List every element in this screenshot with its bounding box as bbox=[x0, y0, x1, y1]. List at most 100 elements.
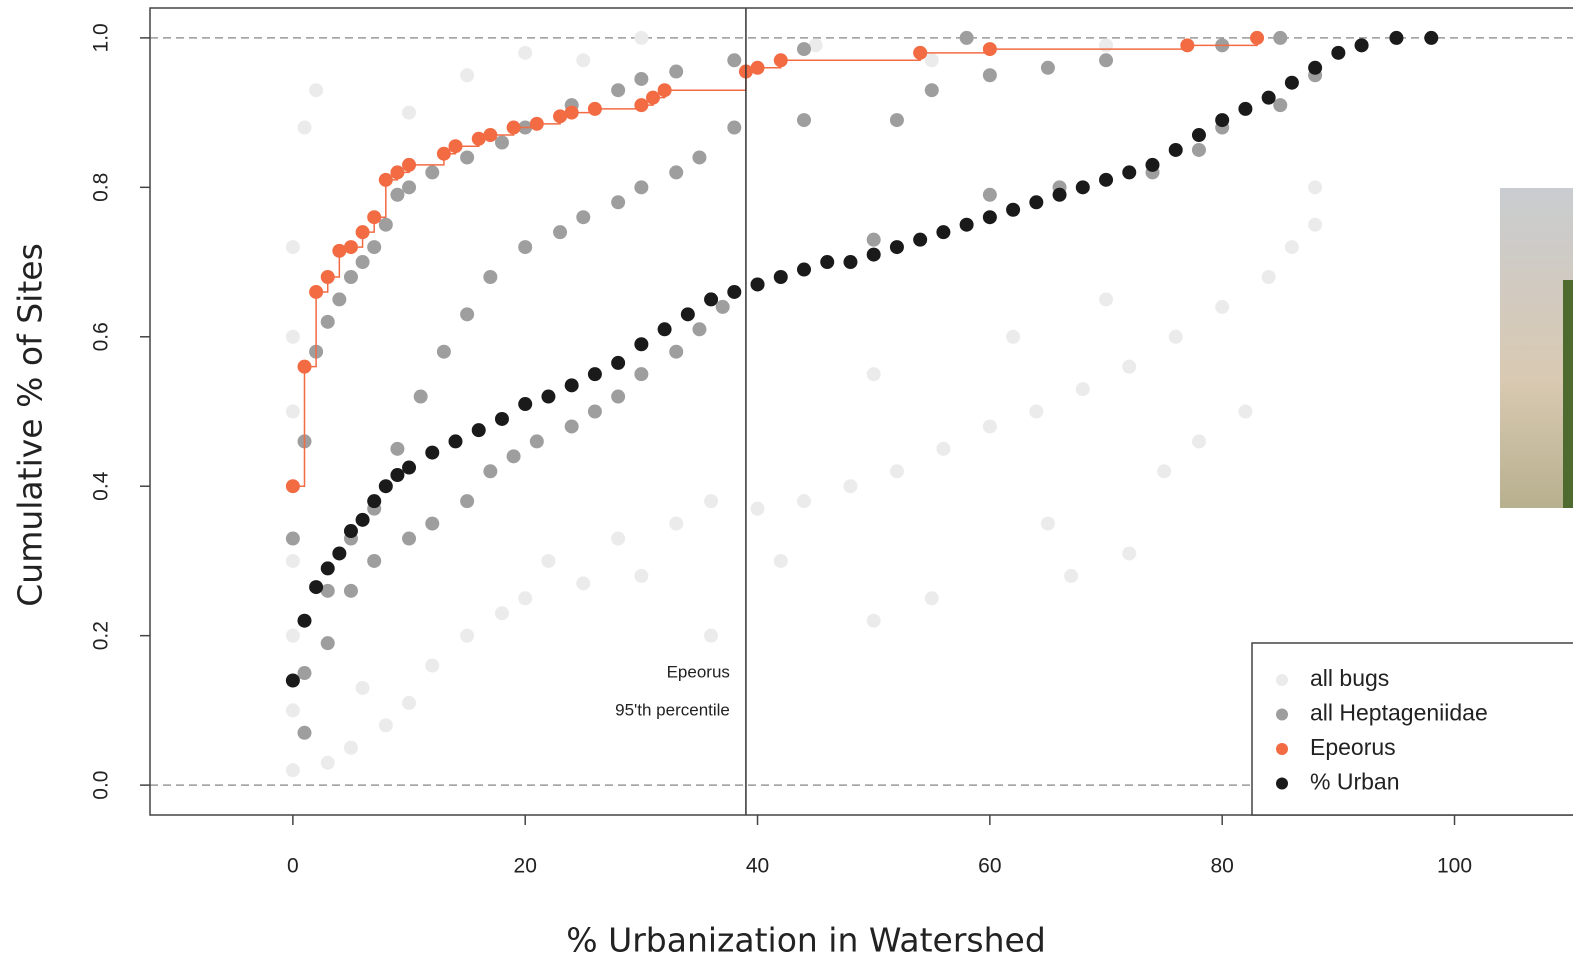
point bbox=[1064, 568, 1079, 583]
point bbox=[657, 83, 672, 98]
point bbox=[518, 397, 533, 412]
point bbox=[285, 479, 300, 494]
legend-marker bbox=[1276, 674, 1288, 686]
point bbox=[750, 60, 765, 75]
point bbox=[843, 479, 858, 494]
point bbox=[959, 217, 974, 232]
point bbox=[924, 83, 939, 98]
point bbox=[285, 531, 300, 546]
point bbox=[285, 673, 300, 688]
point bbox=[402, 460, 417, 475]
point bbox=[448, 139, 463, 154]
point bbox=[1191, 434, 1206, 449]
point bbox=[727, 53, 742, 68]
point bbox=[634, 71, 649, 86]
point bbox=[576, 210, 591, 225]
point bbox=[436, 344, 451, 359]
plot-area bbox=[150, 30, 1573, 786]
x-axis-title: % Urbanization in Watershed bbox=[566, 921, 1046, 960]
y-tick-label: 0.0 bbox=[90, 771, 113, 800]
point bbox=[390, 165, 405, 180]
point bbox=[692, 150, 707, 165]
point bbox=[297, 359, 312, 374]
point bbox=[704, 292, 719, 307]
point bbox=[541, 389, 556, 404]
photo-detail bbox=[1563, 280, 1573, 508]
point bbox=[564, 419, 579, 434]
point bbox=[320, 270, 335, 284]
point bbox=[285, 553, 300, 568]
point bbox=[692, 322, 707, 337]
point bbox=[494, 606, 509, 621]
point bbox=[1052, 187, 1067, 202]
point bbox=[367, 494, 382, 509]
point bbox=[460, 307, 475, 322]
point bbox=[1122, 359, 1137, 374]
point bbox=[285, 628, 300, 643]
point bbox=[320, 314, 335, 329]
x-tick-label: 60 bbox=[978, 855, 1001, 878]
point bbox=[1308, 60, 1323, 75]
point bbox=[367, 553, 382, 568]
point bbox=[1075, 180, 1090, 195]
point bbox=[1006, 329, 1021, 344]
point bbox=[889, 113, 904, 128]
point bbox=[1145, 157, 1160, 172]
point bbox=[285, 329, 300, 344]
point bbox=[843, 255, 858, 270]
point bbox=[413, 389, 428, 404]
point bbox=[704, 628, 719, 643]
point bbox=[285, 404, 300, 419]
point bbox=[936, 441, 951, 456]
point bbox=[1215, 113, 1230, 128]
point bbox=[959, 30, 974, 45]
point bbox=[634, 367, 649, 382]
point bbox=[1122, 165, 1137, 180]
point bbox=[645, 90, 660, 105]
y-tick-label: 0.4 bbox=[90, 471, 113, 501]
point bbox=[820, 255, 835, 270]
point bbox=[680, 307, 695, 322]
point bbox=[402, 531, 417, 546]
point bbox=[1168, 142, 1183, 157]
legend-marker bbox=[1276, 743, 1288, 755]
legend-marker bbox=[1276, 777, 1288, 790]
point bbox=[1191, 128, 1206, 143]
point bbox=[1389, 30, 1404, 45]
point bbox=[309, 83, 324, 98]
point bbox=[1099, 53, 1114, 68]
point bbox=[367, 210, 382, 225]
point bbox=[796, 113, 811, 128]
point bbox=[982, 419, 997, 434]
point bbox=[1284, 75, 1299, 90]
point bbox=[343, 240, 358, 255]
point bbox=[320, 561, 335, 576]
point bbox=[669, 165, 684, 180]
point bbox=[866, 613, 881, 628]
point bbox=[750, 277, 765, 292]
point bbox=[1122, 546, 1137, 561]
point bbox=[1180, 38, 1195, 53]
point bbox=[425, 658, 440, 673]
point bbox=[320, 755, 335, 770]
annotation: 95'th percentile bbox=[615, 700, 730, 719]
point bbox=[587, 404, 602, 419]
point bbox=[576, 576, 591, 591]
point bbox=[343, 740, 358, 755]
point bbox=[483, 128, 498, 143]
point bbox=[378, 479, 393, 494]
legend-label: all Heptageniidae bbox=[1310, 700, 1488, 726]
point bbox=[1006, 202, 1021, 217]
point bbox=[285, 240, 300, 255]
point bbox=[297, 666, 312, 681]
point bbox=[715, 299, 730, 314]
point bbox=[727, 120, 742, 135]
legend-marker bbox=[1276, 708, 1288, 721]
point bbox=[1029, 195, 1044, 210]
point bbox=[297, 725, 312, 740]
point bbox=[1261, 270, 1276, 284]
x-tick-label: 40 bbox=[746, 855, 769, 878]
point bbox=[378, 217, 393, 232]
point bbox=[750, 501, 765, 516]
